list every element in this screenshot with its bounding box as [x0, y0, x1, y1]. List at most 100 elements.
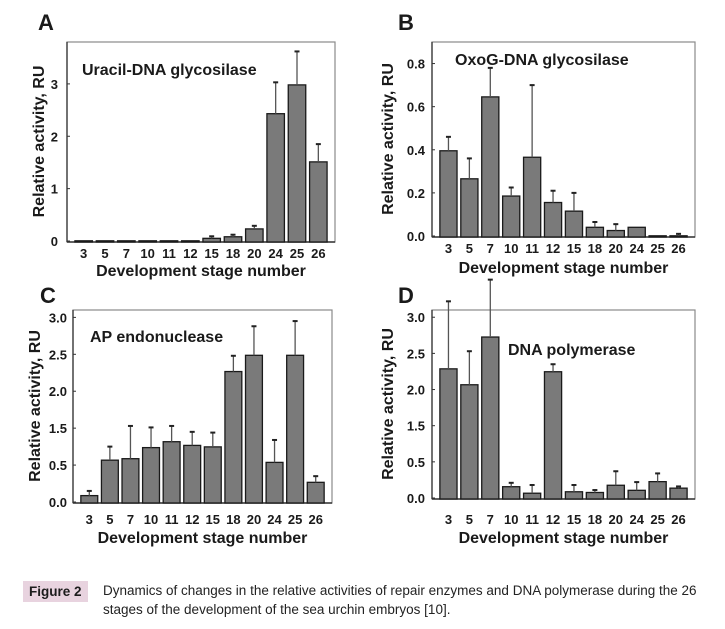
x-tick-label-d: 12	[546, 512, 560, 527]
bar-c-stage-3	[80, 494, 99, 504]
x-tick-label-b: 15	[567, 241, 581, 256]
bar-b-stage-12	[543, 201, 563, 238]
x-axis-label-a: Development stage number	[96, 263, 306, 280]
x-tick-label-d: 5	[466, 512, 473, 527]
bar-a-stage-3	[74, 240, 94, 243]
x-tick-label-d: 15	[567, 512, 581, 527]
y-axis-label-a: Relative activity, RU	[31, 66, 48, 218]
x-tick-label-b: 26	[671, 241, 685, 256]
panel-letter-b: B	[398, 10, 414, 35]
chart-title-c: AP endonuclease	[90, 329, 223, 346]
x-tick-label-c: 7	[127, 512, 134, 527]
x-tick-label-c: 10	[144, 512, 158, 527]
x-tick-label-d: 20	[609, 512, 623, 527]
x-tick-label-b: 10	[504, 241, 518, 256]
bar-d-stage-11	[522, 492, 542, 500]
x-tick-label-c: 15	[206, 512, 220, 527]
panel-letter-d: D	[398, 283, 414, 308]
x-tick-label-a: 18	[226, 246, 240, 261]
panel-letter-c: C	[40, 283, 56, 308]
y-tick-label-d: 3.0	[407, 310, 425, 325]
bar-c-stage-26	[306, 481, 325, 504]
x-tick-label-c: 12	[185, 512, 199, 527]
x-tick-label-a: 5	[101, 246, 108, 261]
y-tick-label-d: 2.0	[407, 383, 425, 398]
bar-d-stage-25	[648, 480, 667, 500]
bar-c-stage-7	[121, 458, 140, 504]
y-tick-label-b: 0.6	[407, 100, 425, 115]
bar-b-stage-25	[648, 235, 667, 238]
bar-d-stage-12	[543, 371, 563, 500]
bar-d-stage-26	[669, 487, 688, 500]
bar-a-stage-24	[266, 113, 286, 243]
y-axis-label-d: Relative activity, RU	[380, 328, 397, 480]
bar-a-stage-5	[95, 240, 115, 243]
bar-d-stage-10	[501, 486, 521, 500]
x-tick-label-b: 20	[609, 241, 623, 256]
x-tick-label-b: 12	[546, 241, 560, 256]
bar-a-stage-12	[180, 240, 200, 243]
x-tick-label-a: 10	[140, 246, 154, 261]
y-tick-label-b: 0.8	[407, 57, 425, 72]
x-tick-label-a: 20	[247, 246, 261, 261]
y-tick-label-a: 3	[51, 77, 58, 92]
x-tick-label-c: 24	[267, 512, 282, 527]
chart-title-a: Uracil-DNA glycosilase	[82, 62, 257, 79]
bar-d-stage-24	[627, 489, 646, 500]
x-tick-label-b: 25	[650, 241, 664, 256]
y-tick-label-b: 0.4	[407, 143, 426, 158]
bar-d-stage-20	[606, 484, 626, 500]
bar-b-stage-18	[585, 226, 605, 238]
bar-c-stage-12	[183, 444, 202, 504]
x-axis-label-d: Development stage number	[459, 530, 669, 547]
bar-c-stage-18	[224, 370, 243, 504]
bar-b-stage-10	[501, 195, 521, 238]
y-tick-label-d: 0.5	[407, 455, 425, 470]
bar-b-stage-20	[606, 229, 626, 238]
x-tick-label-d: 26	[671, 512, 685, 527]
x-tick-label-c: 25	[288, 512, 302, 527]
bar-a-stage-20	[244, 228, 264, 243]
x-tick-label-c: 5	[106, 512, 113, 527]
x-axis-label-b: Development stage number	[459, 260, 669, 277]
y-tick-label-d: 2.5	[407, 346, 425, 361]
x-tick-label-d: 18	[588, 512, 602, 527]
bar-b-stage-7	[481, 96, 500, 238]
x-tick-label-a: 26	[311, 246, 325, 261]
x-tick-label-a: 24	[268, 246, 283, 261]
bar-a-stage-18	[223, 236, 243, 243]
x-tick-label-a: 11	[162, 246, 176, 261]
x-tick-label-a: 15	[204, 246, 218, 261]
x-tick-label-a: 12	[183, 246, 197, 261]
bar-c-stage-11	[162, 441, 181, 504]
figure-label: Figure 2	[23, 581, 88, 602]
y-axis-label-b: Relative activity, RU	[380, 63, 397, 215]
x-tick-label-d: 3	[445, 512, 452, 527]
y-tick-label-d: 0.0	[407, 491, 425, 506]
bar-b-stage-5	[460, 178, 479, 238]
bar-a-stage-26	[308, 161, 328, 243]
x-tick-label-b: 7	[487, 241, 494, 256]
chart-title-b: OxoG-DNA glycosilase	[455, 52, 629, 69]
y-tick-label-c: 0.5	[49, 458, 67, 473]
x-tick-label-d: 10	[504, 512, 518, 527]
x-tick-label-c: 11	[165, 512, 179, 527]
bar-a-stage-11	[159, 240, 179, 243]
y-tick-label-a: 0	[51, 234, 58, 249]
x-tick-label-d: 25	[650, 512, 664, 527]
bar-b-stage-11	[522, 156, 542, 238]
y-tick-label-a: 1	[51, 182, 58, 197]
bar-d-stage-7	[481, 336, 500, 500]
x-tick-label-b: 5	[466, 241, 473, 256]
x-tick-label-d: 7	[487, 512, 494, 527]
x-tick-label-a: 7	[123, 246, 130, 261]
bar-c-stage-24	[265, 461, 284, 504]
bar-c-stage-25	[286, 354, 305, 504]
bar-d-stage-15	[564, 491, 584, 500]
bar-d-stage-3	[439, 368, 458, 500]
x-tick-label-b: 11	[525, 241, 539, 256]
x-tick-label-c: 20	[247, 512, 261, 527]
x-tick-label-d: 11	[525, 512, 539, 527]
x-axis-label-c: Development stage number	[98, 530, 308, 547]
